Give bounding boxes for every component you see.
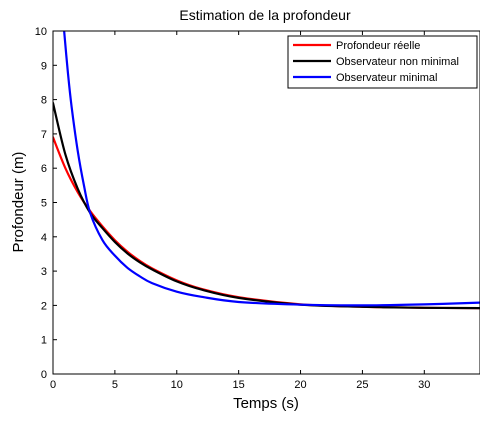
y-tick-label: 2 (41, 300, 47, 312)
y-tick-label: 7 (41, 129, 47, 141)
legend-label-3: Observateur minimal (336, 72, 437, 84)
x-tick-label: 25 (356, 379, 368, 391)
legend-label-1: Profondeur réelle (336, 40, 420, 52)
y-tick-label: 1 (41, 335, 47, 347)
x-tick-label: 10 (171, 379, 183, 391)
y-tick-label: 6 (41, 163, 47, 175)
x-axis-label: Temps (s) (233, 395, 299, 412)
y-tick-label: 4 (41, 232, 47, 244)
y-tick-label: 9 (41, 60, 47, 72)
y-axis-label: Profondeur (m) (10, 152, 27, 253)
x-tick-label: 30 (418, 379, 430, 391)
series-layer (53, 31, 480, 310)
series-line-3 (63, 31, 480, 307)
y-tick-label: 3 (41, 266, 47, 278)
y-tick-label: 5 (41, 198, 47, 210)
y-axis: 0 1 2 3 4 5 6 7 8 9 10 (35, 26, 57, 381)
chart-title: Estimation de la profondeur (179, 7, 351, 23)
x-tick-label: 0 (50, 379, 56, 391)
x-tick-label: 5 (112, 379, 118, 391)
y-tick-label: 10 (35, 26, 47, 38)
legend: Profondeur réelle Observateur non minimal… (287, 35, 478, 89)
y-tick-label: 0 (41, 369, 47, 381)
x-tick-label: 15 (233, 379, 245, 391)
legend-label-2: Observateur non minimal (336, 56, 459, 68)
x-tick-label: 20 (294, 379, 306, 391)
y-tick-label: 8 (41, 95, 47, 107)
x-axis: 0 5 10 15 20 25 30 (50, 31, 430, 391)
